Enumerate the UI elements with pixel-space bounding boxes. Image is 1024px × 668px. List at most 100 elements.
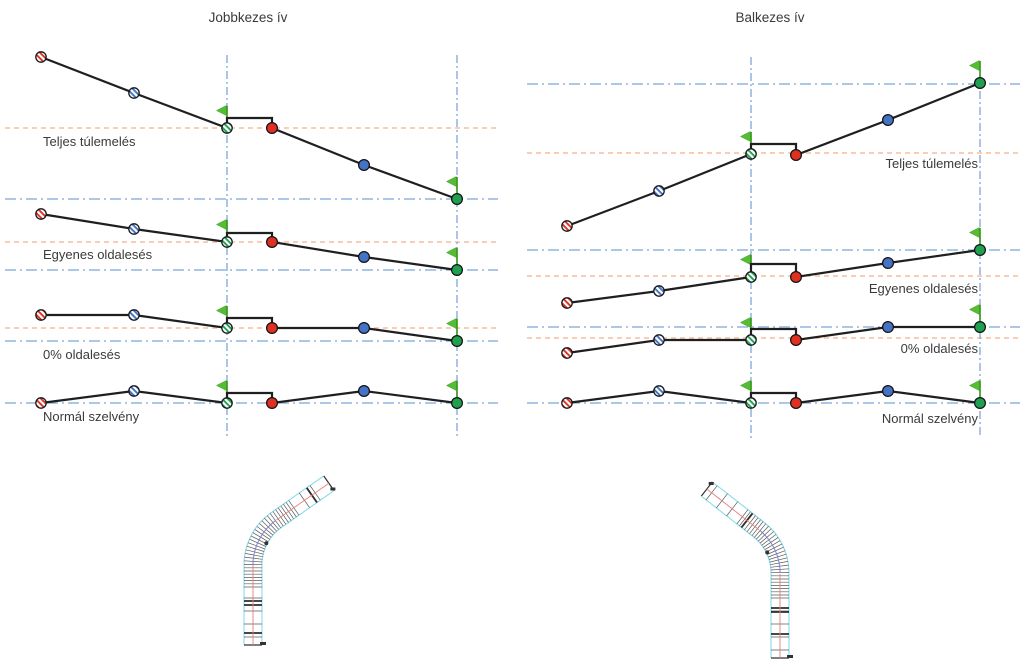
marker-solid-circle <box>451 264 464 277</box>
road-edge-line <box>712 482 790 658</box>
mid-curve-station-dot <box>765 550 770 555</box>
road-edge-line <box>701 496 772 658</box>
flag-icon <box>739 317 751 328</box>
profile-line <box>566 248 981 305</box>
marker-solid-circle <box>358 322 371 335</box>
road-edge-line <box>243 475 324 645</box>
flag-icon <box>215 305 227 316</box>
panel-title-right-hand-curve: Jobbkezes ív <box>208 10 288 25</box>
marker-solid-circle <box>358 385 371 398</box>
road-edge-line <box>261 490 334 645</box>
marker-hatched-circle <box>653 285 665 297</box>
marker-hatched-circle <box>35 309 47 321</box>
marker-solid-circle <box>451 193 464 206</box>
marker-solid-circle <box>789 271 802 284</box>
marker-hatched-circle <box>561 347 573 359</box>
marker-solid-circle <box>973 321 986 334</box>
marker-hatched-circle <box>745 334 757 346</box>
station-label-mark <box>708 482 714 485</box>
flag-icon <box>215 105 227 116</box>
profile-line <box>41 313 458 343</box>
marker-hatched-circle <box>128 309 140 321</box>
marker-hatched-circle <box>128 223 140 235</box>
marker-solid-circle <box>266 121 279 134</box>
marker-solid-circle <box>973 244 986 257</box>
marker-solid-circle <box>358 251 371 264</box>
row-label-zero-crossfall-right: 0% oldalesés <box>900 341 978 356</box>
marker-hatched-circle <box>653 185 665 197</box>
marker-solid-circle <box>881 257 894 270</box>
marker-solid-circle <box>266 397 279 410</box>
centerline-straight <box>706 488 760 531</box>
station-tick <box>754 523 767 538</box>
marker-solid-circle <box>881 385 894 398</box>
flag-icon <box>215 380 227 391</box>
row-label-zero-crossfall-left: 0% oldalesés <box>43 347 121 362</box>
marker-hatched-circle <box>221 122 233 134</box>
flag-icon <box>968 304 980 315</box>
flag-icon <box>968 227 980 238</box>
row-label-normal-section-left: Normál szelvény <box>43 409 140 424</box>
marker-solid-circle <box>358 159 371 172</box>
row-label-straight-crossfall-right: Egyenes oldalesés <box>868 281 978 296</box>
profile-line <box>40 389 458 405</box>
flag-icon <box>445 176 457 187</box>
profile-line <box>566 325 980 355</box>
flag-icon <box>739 254 751 265</box>
profile-line <box>566 81 981 228</box>
marker-hatched-circle <box>128 87 140 99</box>
marker-hatched-circle <box>221 236 233 248</box>
marker-hatched-circle <box>35 397 47 409</box>
marker-solid-circle <box>881 113 894 126</box>
marker-solid-circle <box>266 236 279 249</box>
marker-hatched-circle <box>745 148 757 160</box>
marker-solid-circle <box>789 149 802 162</box>
marker-solid-circle <box>973 397 986 410</box>
flag-icon <box>739 380 751 391</box>
row-label-straight-crossfall-left: Egyenes oldalesés <box>43 247 153 262</box>
flag-icon <box>445 318 457 329</box>
marker-hatched-circle <box>653 334 665 346</box>
flag-icon <box>215 219 227 230</box>
station-label-mark <box>330 487 336 491</box>
panel-title-left-hand-curve: Balkezes ív <box>735 10 805 25</box>
station-label-mark <box>787 655 793 658</box>
panel-left-hand-curve <box>527 57 1020 438</box>
row-label-full-superelevation-right: Teljes túlemelés <box>885 156 979 171</box>
marker-hatched-circle <box>221 397 233 409</box>
marker-hatched-circle <box>128 385 140 397</box>
marker-solid-circle <box>266 322 279 335</box>
marker-hatched-circle <box>561 220 573 232</box>
marker-solid-circle <box>451 335 464 348</box>
marker-hatched-circle <box>653 385 665 397</box>
centerline-straight <box>276 482 330 521</box>
panel-right-hand-curve <box>5 51 498 438</box>
centerline-curve <box>760 530 781 573</box>
marker-hatched-circle <box>745 397 757 409</box>
plan-view-left-curve <box>700 481 793 659</box>
flag-icon <box>445 380 457 391</box>
marker-solid-circle <box>881 321 894 334</box>
row-label-normal-section-right: Normál szelvény <box>881 411 978 426</box>
plan-view-right-curve <box>243 475 336 646</box>
mid-curve-station-dot <box>264 541 269 546</box>
flag-icon <box>739 131 751 142</box>
marker-hatched-circle <box>745 271 757 283</box>
profile-line <box>40 212 458 272</box>
profile-line <box>566 389 981 405</box>
marker-hatched-circle <box>221 322 233 334</box>
station-label-mark <box>260 642 266 645</box>
flag-icon <box>968 60 980 71</box>
flag-icon <box>445 247 457 258</box>
flag-icon <box>968 380 980 391</box>
marker-hatched-circle <box>35 51 47 63</box>
marker-solid-circle <box>451 397 464 410</box>
marker-hatched-circle <box>561 297 573 309</box>
marker-solid-circle <box>973 76 986 89</box>
centerline-curve <box>252 520 277 565</box>
marker-hatched-circle <box>35 208 47 220</box>
marker-solid-circle <box>789 334 802 347</box>
marker-hatched-circle <box>561 397 573 409</box>
